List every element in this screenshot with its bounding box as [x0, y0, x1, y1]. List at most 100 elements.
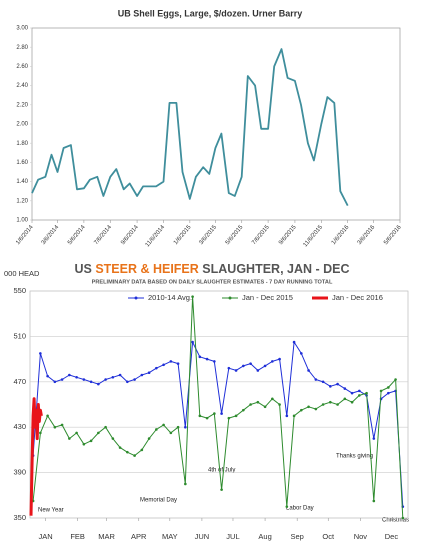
- data-point: [147, 437, 151, 440]
- data-point: [82, 378, 86, 381]
- data-point: [387, 386, 390, 389]
- series-line: [32, 296, 404, 519]
- y-axis-label: 000 HEAD: [4, 269, 40, 278]
- data-point: [329, 385, 332, 388]
- annotation: Thanks giving: [336, 454, 373, 460]
- x-tick-label: Dec: [385, 532, 399, 541]
- data-point: [198, 355, 202, 359]
- data-point: [126, 450, 129, 454]
- legend-marker: [228, 296, 232, 300]
- legend-label: 2010-14 Avg.: [148, 293, 192, 302]
- data-point: [147, 371, 151, 375]
- data-point: [314, 378, 318, 381]
- data-point: [285, 505, 289, 508]
- data-point: [379, 389, 383, 393]
- data-point: [133, 378, 136, 381]
- x-tick-label: Nov: [354, 532, 368, 541]
- data-point: [329, 400, 332, 404]
- legend-marker: [134, 296, 138, 300]
- x-tick-label: JUL: [226, 532, 239, 541]
- series-line: [31, 48, 349, 207]
- data-point: [271, 397, 274, 401]
- annotation: Labor Day: [286, 506, 314, 512]
- y-tick-label: 1.80: [16, 141, 28, 147]
- data-point: [46, 414, 49, 418]
- y-tick-label: 550: [13, 286, 26, 295]
- data-point: [60, 423, 64, 427]
- annotation: 4th of July: [208, 468, 235, 474]
- data-point: [176, 362, 180, 365]
- data-point: [242, 408, 245, 412]
- data-point: [89, 380, 93, 384]
- data-point: [307, 369, 310, 372]
- data-point: [249, 362, 252, 365]
- data-point: [162, 423, 165, 427]
- y-tick-label: 470: [13, 377, 26, 386]
- data-point: [343, 397, 347, 401]
- annotation: Christmas: [382, 518, 409, 524]
- data-point: [97, 382, 100, 386]
- data-point: [343, 387, 347, 390]
- data-point: [220, 488, 223, 491]
- data-point: [249, 403, 252, 406]
- y-tick-label: 3.00: [16, 26, 28, 32]
- data-point: [358, 389, 361, 393]
- data-point: [155, 366, 158, 370]
- data-point: [307, 405, 310, 409]
- data-point: [205, 357, 209, 361]
- data-point: [220, 412, 223, 415]
- data-point: [372, 437, 376, 440]
- data-point: [234, 369, 238, 372]
- legend-label: Jan - Dec 2016: [332, 293, 383, 302]
- data-point: [242, 364, 245, 368]
- data-point: [198, 414, 202, 418]
- data-point: [46, 374, 49, 378]
- data-point: [314, 407, 318, 411]
- data-point: [271, 360, 274, 363]
- x-tick-label: Aug: [258, 532, 271, 541]
- data-point: [278, 357, 281, 361]
- y-tick-label: 2.00: [16, 122, 28, 128]
- data-point: [184, 482, 187, 486]
- data-point: [53, 380, 57, 384]
- y-tick-label: 2.60: [16, 64, 28, 70]
- data-point: [39, 352, 42, 355]
- series-line: [32, 341, 404, 507]
- y-tick-label: 1.00: [16, 218, 28, 224]
- data-point: [372, 499, 376, 503]
- data-point: [133, 454, 136, 457]
- y-tick-label: 430: [13, 422, 26, 431]
- data-point: [213, 412, 216, 415]
- data-point: [169, 360, 173, 363]
- data-point: [176, 425, 180, 429]
- data-point: [68, 437, 71, 440]
- data-point: [263, 364, 267, 368]
- data-point: [321, 380, 325, 384]
- x-tick-label: Oct: [322, 532, 335, 541]
- legend-label: Jan - Dec 2015: [242, 293, 293, 302]
- data-point: [350, 400, 354, 404]
- data-point: [162, 363, 165, 367]
- x-tick-label: MAR: [98, 532, 115, 541]
- data-point: [213, 360, 216, 363]
- y-tick-label: 2.40: [16, 83, 28, 89]
- data-point: [278, 403, 281, 406]
- data-point: [104, 425, 107, 429]
- y-tick-label: 350: [13, 513, 26, 522]
- data-point: [256, 400, 260, 404]
- x-tick-label: JAN: [38, 532, 52, 541]
- data-point: [336, 382, 339, 386]
- y-tick-label: 1.60: [16, 160, 28, 166]
- data-point: [300, 408, 303, 412]
- data-point: [97, 431, 100, 435]
- y-tick-label: 2.20: [16, 102, 28, 108]
- series-line: [29, 397, 43, 516]
- annotation: New Year: [38, 508, 64, 514]
- chart-title: US STEER & HEIFER SLAUGHTER, JAN - DEC: [74, 262, 349, 276]
- data-point: [118, 373, 122, 377]
- data-point: [234, 414, 238, 418]
- data-point: [350, 391, 354, 395]
- x-tick-label: JUN: [195, 532, 210, 541]
- data-point: [53, 425, 57, 429]
